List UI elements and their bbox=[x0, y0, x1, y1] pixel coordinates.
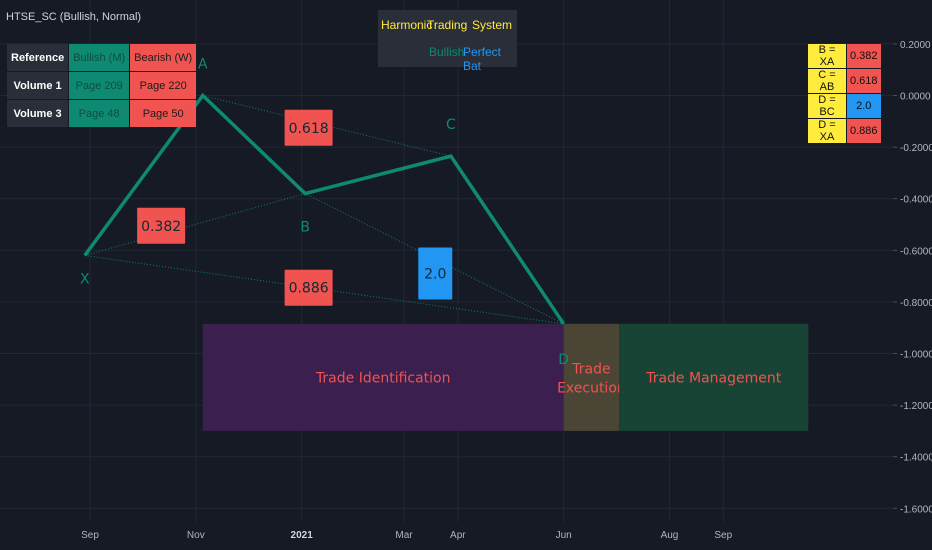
x-tick-label: 2021 bbox=[291, 530, 314, 541]
y-tick-label: -1.0000 bbox=[900, 350, 932, 361]
zone-rect bbox=[202, 323, 564, 431]
zone-rect bbox=[619, 323, 809, 431]
ratio-box bbox=[284, 269, 333, 306]
bearish-header-cell: Bearish (W) bbox=[130, 44, 197, 71]
fib-row: D = XA 0.886 bbox=[808, 119, 881, 143]
point-label-b: B bbox=[300, 220, 310, 236]
y-tick-label: -0.6000 bbox=[900, 246, 932, 257]
y-tick-label: -0.4000 bbox=[900, 195, 932, 206]
point-label-d: D bbox=[558, 352, 569, 368]
pattern-point-labels: X A B C D bbox=[80, 57, 569, 368]
y-tick-label: 0.0000 bbox=[900, 92, 931, 103]
x-tick-label: Apr bbox=[450, 530, 466, 541]
x-tick-label: Nov bbox=[187, 530, 205, 541]
fib-value: 0.886 bbox=[847, 119, 881, 143]
ratio-connector-line bbox=[202, 95, 451, 157]
reference-header-row: Reference Bullish (M) Bearish (W) bbox=[7, 44, 197, 71]
point-label-c: C bbox=[446, 117, 456, 133]
zone-label: Trade Management bbox=[645, 370, 782, 386]
ratio-value: 0.618 bbox=[289, 121, 329, 137]
x-tick-label: Jun bbox=[556, 530, 572, 541]
point-label-x: X bbox=[80, 271, 90, 287]
bearish-page-cell: Page 220 bbox=[130, 72, 197, 99]
system-pattern-name: Perfect Bat bbox=[463, 45, 502, 73]
fib-ratio-table: B = XA 0.382 C = AB 0.618 D = BC 2.0 D =… bbox=[807, 43, 882, 144]
y-tick-label: 0.2000 bbox=[900, 40, 931, 51]
bullish-page-cell: Page 48 bbox=[69, 100, 130, 127]
zone-label: Trade Execution bbox=[557, 361, 626, 396]
reference-table: Reference Bullish (M) Bearish (W) Volume… bbox=[6, 43, 197, 128]
zone-rect bbox=[563, 323, 620, 431]
y-tick-label: -1.6000 bbox=[900, 504, 932, 515]
fib-row: B = XA 0.382 bbox=[808, 44, 881, 68]
ratio-value: 0.382 bbox=[141, 219, 181, 235]
reference-row-label: Volume 3 bbox=[7, 100, 69, 127]
fib-value: 0.382 bbox=[847, 44, 881, 68]
bullish-header-cell: Bullish (M) bbox=[69, 44, 130, 71]
x-tick-label: Sep bbox=[714, 530, 732, 541]
bearish-page-cell: Page 50 bbox=[130, 100, 197, 127]
point-label-a: A bbox=[198, 57, 208, 73]
fib-value: 0.618 bbox=[847, 69, 881, 93]
ratio-box bbox=[284, 109, 333, 146]
reference-row-label: Volume 1 bbox=[7, 72, 69, 99]
x-tick-label: Aug bbox=[661, 530, 679, 541]
ratio-boxes: 0.382 0.618 0.886 2.0 bbox=[137, 109, 453, 306]
x-axis: JulSepNov2021MarAprJunAugSep bbox=[81, 530, 733, 541]
reference-header-cell: Reference bbox=[7, 44, 69, 71]
ratio-value: 0.886 bbox=[289, 281, 329, 297]
x-tick-label: Sep bbox=[81, 530, 99, 541]
ratio-box bbox=[418, 247, 453, 300]
y-axis: 0.2000 0.0000 -0.2000 -0.4000 -0.6000 -0.8000… bbox=[893, 40, 932, 515]
y-tick-label: -0.8000 bbox=[900, 298, 932, 309]
y-tick-label: -0.2000 bbox=[900, 143, 932, 154]
fib-label: D = BC bbox=[808, 94, 846, 118]
chart-title: HTSE_SC (Bullish, Normal) bbox=[6, 11, 142, 23]
ratio-box bbox=[137, 207, 186, 244]
fib-label: B = XA bbox=[808, 44, 846, 68]
y-tick-label: -1.2000 bbox=[900, 401, 932, 412]
fib-value: 2.0 bbox=[847, 94, 881, 118]
system-word-harmonic: Harmonic bbox=[381, 18, 433, 32]
fib-row: C = AB 0.618 bbox=[808, 69, 881, 93]
trade-zones: Trade Identification Trade Execution Trade … bbox=[202, 323, 809, 431]
zone-label: Trade Identification bbox=[315, 370, 451, 386]
x-tick-label: Mar bbox=[395, 530, 413, 541]
reference-row: Volume 1 Page 209 Page 220 bbox=[7, 72, 197, 99]
system-word-system: System bbox=[472, 18, 513, 32]
system-direction: Bullish bbox=[429, 45, 465, 59]
fib-row: D = BC 2.0 bbox=[808, 94, 881, 118]
ratio-value: 2.0 bbox=[424, 267, 446, 283]
harmonic-system-box: Harmonic Trading System Bullish Perfect … bbox=[378, 10, 517, 73]
fib-label: D = XA bbox=[808, 119, 846, 143]
y-tick-label: -1.4000 bbox=[900, 453, 932, 464]
system-word-trading: Trading bbox=[427, 18, 468, 32]
ratio-connector-line bbox=[84, 193, 306, 256]
xabcd-pattern-line bbox=[83, 92, 566, 325]
bullish-page-cell: Page 209 bbox=[69, 72, 130, 99]
fib-label: C = AB bbox=[808, 69, 846, 93]
reference-row: Volume 3 Page 48 Page 50 bbox=[7, 100, 197, 127]
